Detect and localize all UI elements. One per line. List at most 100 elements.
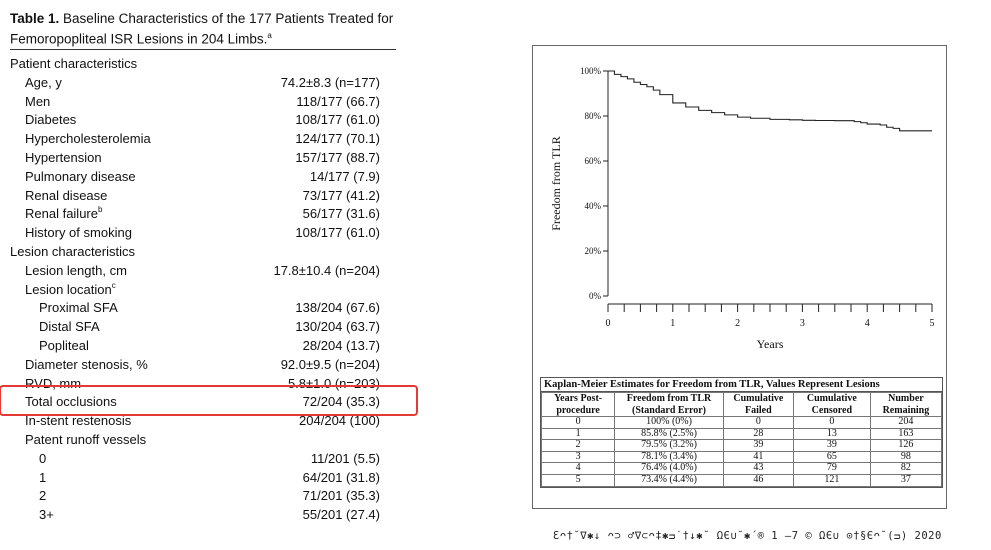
km-row: 4 76.4% (4.0%) 43 79 82 — [540, 462, 943, 475]
row-footnote-marker: b — [98, 205, 103, 215]
row-label: Hypertension — [25, 149, 102, 168]
row-value: 55/201 (27.4) — [302, 507, 380, 523]
km-header-cell: Number Remaining — [869, 392, 943, 417]
row-label: Men — [25, 93, 50, 112]
km-cell: 204 — [869, 416, 943, 429]
x-tick-label: 2 — [735, 318, 740, 329]
row-value: 118/177 (66.7) — [296, 93, 380, 109]
row-value: 108/177 (61.0) — [295, 112, 380, 128]
table-row: Distal SFA 130/204 (63.7) — [10, 318, 396, 337]
row-label-text: 3+ — [39, 507, 54, 523]
km-cell: 79 — [792, 462, 871, 475]
km-cell: 121 — [792, 473, 871, 487]
km-cell: 0 — [792, 416, 871, 429]
km-cell: 65 — [792, 450, 871, 464]
table-row: 0 11/201 (5.5) — [10, 450, 396, 469]
table-row: Men 118/177 (66.7) — [10, 93, 396, 112]
km-cell: 13 — [792, 427, 871, 441]
row-label-text: Diabetes — [25, 112, 77, 128]
km-cell: 43 — [722, 462, 794, 475]
row-label-text: Patent runoff vessels — [25, 431, 147, 447]
km-table-grid: Years Post-procedure Freedom from TLR (St… — [540, 392, 943, 487]
y-tick-label: 100% — [580, 66, 602, 76]
row-value: 130/204 (63.7) — [295, 319, 380, 335]
row-value: 138/204 (67.6) — [295, 300, 380, 316]
table-row: Renal failureb 56/177 (31.6) — [10, 205, 396, 224]
km-cell: 5 — [540, 473, 616, 487]
km-row: 0 100% (0%) 0 0 204 — [540, 416, 943, 429]
row-label-text: Renal disease — [25, 187, 108, 203]
km-cell: 98 — [869, 450, 943, 464]
row-label: 1 — [39, 469, 46, 488]
row-label-text: 1 — [39, 469, 47, 485]
table-title-footnote: a — [267, 31, 272, 40]
table-row: Popliteal 28/204 (13.7) — [10, 337, 396, 356]
x-tick-label: 5 — [930, 318, 935, 329]
row-label: Lesion characteristics — [10, 243, 135, 262]
table-row: Hypercholesterolemia 124/177 (70.1) — [10, 130, 396, 149]
row-label-text: 0 — [39, 450, 47, 466]
km-cell: 39 — [722, 439, 794, 452]
y-tick-label: 40% — [585, 201, 602, 211]
table-row: Pulmonary disease 14/177 (7.9) — [10, 168, 396, 187]
km-cell: 163 — [869, 427, 943, 441]
km-cell: 46 — [722, 473, 794, 487]
row-label: 2 — [39, 487, 46, 506]
x-tick-label: 4 — [865, 318, 870, 329]
row-label: Patient characteristics — [10, 55, 137, 74]
km-header-cell: Years Post-procedure — [540, 392, 616, 417]
km-cell: 82 — [869, 462, 943, 475]
row-value: 11/201 (5.5) — [310, 450, 380, 466]
km-cell: 0 — [540, 416, 616, 429]
x-tick-label: 3 — [800, 318, 805, 329]
km-chart: 0% 20% 40% 60% 80% 100% 0 1 2 3 4 5 Years Freedom fro… — [549, 66, 935, 351]
row-label-text: Pulmonary disease — [25, 168, 136, 184]
km-row: 5 73.4% (4.4%) 46 121 37 — [540, 473, 943, 487]
row-value: 92.0±9.5 (n=204) — [280, 356, 380, 372]
table-row: In-stent restenosis 204/204 (100) — [10, 412, 396, 431]
km-cell: 85.8% (2.5%) — [614, 427, 724, 441]
row-label-text: 2 — [39, 488, 47, 504]
row-label-text: History of smoking — [25, 225, 132, 241]
row-label-text: Proximal SFA — [39, 300, 118, 316]
row-label-text: Lesion location — [25, 281, 112, 297]
km-cell: 41 — [722, 450, 794, 464]
km-cell: 37 — [869, 473, 943, 487]
row-label: History of smoking — [25, 224, 132, 243]
row-label-text: Hypercholesterolemia — [25, 131, 151, 147]
row-label-text: Popliteal — [39, 337, 89, 353]
row-footnote-marker: c — [111, 280, 116, 290]
table-top-rule — [10, 49, 396, 50]
km-row: 2 79.5% (3.2%) 39 39 126 — [540, 439, 943, 452]
row-label-text: Lesion characteristics — [10, 243, 135, 259]
row-label-text: Lesion length, cm — [25, 262, 127, 278]
km-header-cell: Cumulative Failed — [722, 392, 794, 417]
table-row: 1 64/201 (31.8) — [10, 469, 396, 488]
table-row: Lesion length, cm 17.8±10.4 (n=204) — [10, 262, 396, 281]
row-value: 124/177 (70.1) — [295, 131, 380, 147]
km-row: 3 78.1% (3.4%) 41 65 98 — [540, 450, 943, 464]
baseline-characteristics-table: Table 1. Baseline Characteristics of the… — [0, 10, 418, 525]
row-value: 108/177 (61.0) — [295, 225, 380, 241]
row-label: Popliteal — [39, 337, 89, 356]
km-cell: 76.4% (4.0%) — [614, 462, 724, 475]
row-value: 17.8±10.4 (n=204) — [273, 262, 380, 278]
km-table-rows: 0 100% (0%) 0 0 204 1 85.8% (2.5%) 28 13 163 2 79.5… — [540, 416, 943, 487]
km-cell: 2 — [540, 439, 616, 452]
row-label: Patent runoff vessels — [25, 431, 146, 450]
table-row: Lesion locationc — [10, 281, 396, 300]
row-label: Age, y — [25, 74, 62, 93]
km-cell: 100% (0%) — [614, 416, 724, 429]
x-axis-label: Years — [757, 337, 784, 351]
table-row: Age, y 74.2±8.3 (n=177) — [10, 74, 396, 93]
km-header-cell: Freedom from TLR (Standard Error) — [614, 392, 724, 417]
table-row: 3+ 55/201 (27.4) — [10, 506, 396, 525]
km-cell: 73.4% (4.4%) — [614, 473, 724, 487]
table-title-number: Table 1. — [10, 11, 60, 26]
row-value: 74.2±8.3 (n=177) — [280, 74, 380, 90]
row-value: 204/204 (100) — [299, 413, 380, 429]
row-label: Proximal SFA — [39, 299, 118, 318]
highlight-box — [0, 385, 418, 416]
km-cell: 28 — [722, 427, 794, 441]
row-label: Pulmonary disease — [25, 168, 136, 187]
